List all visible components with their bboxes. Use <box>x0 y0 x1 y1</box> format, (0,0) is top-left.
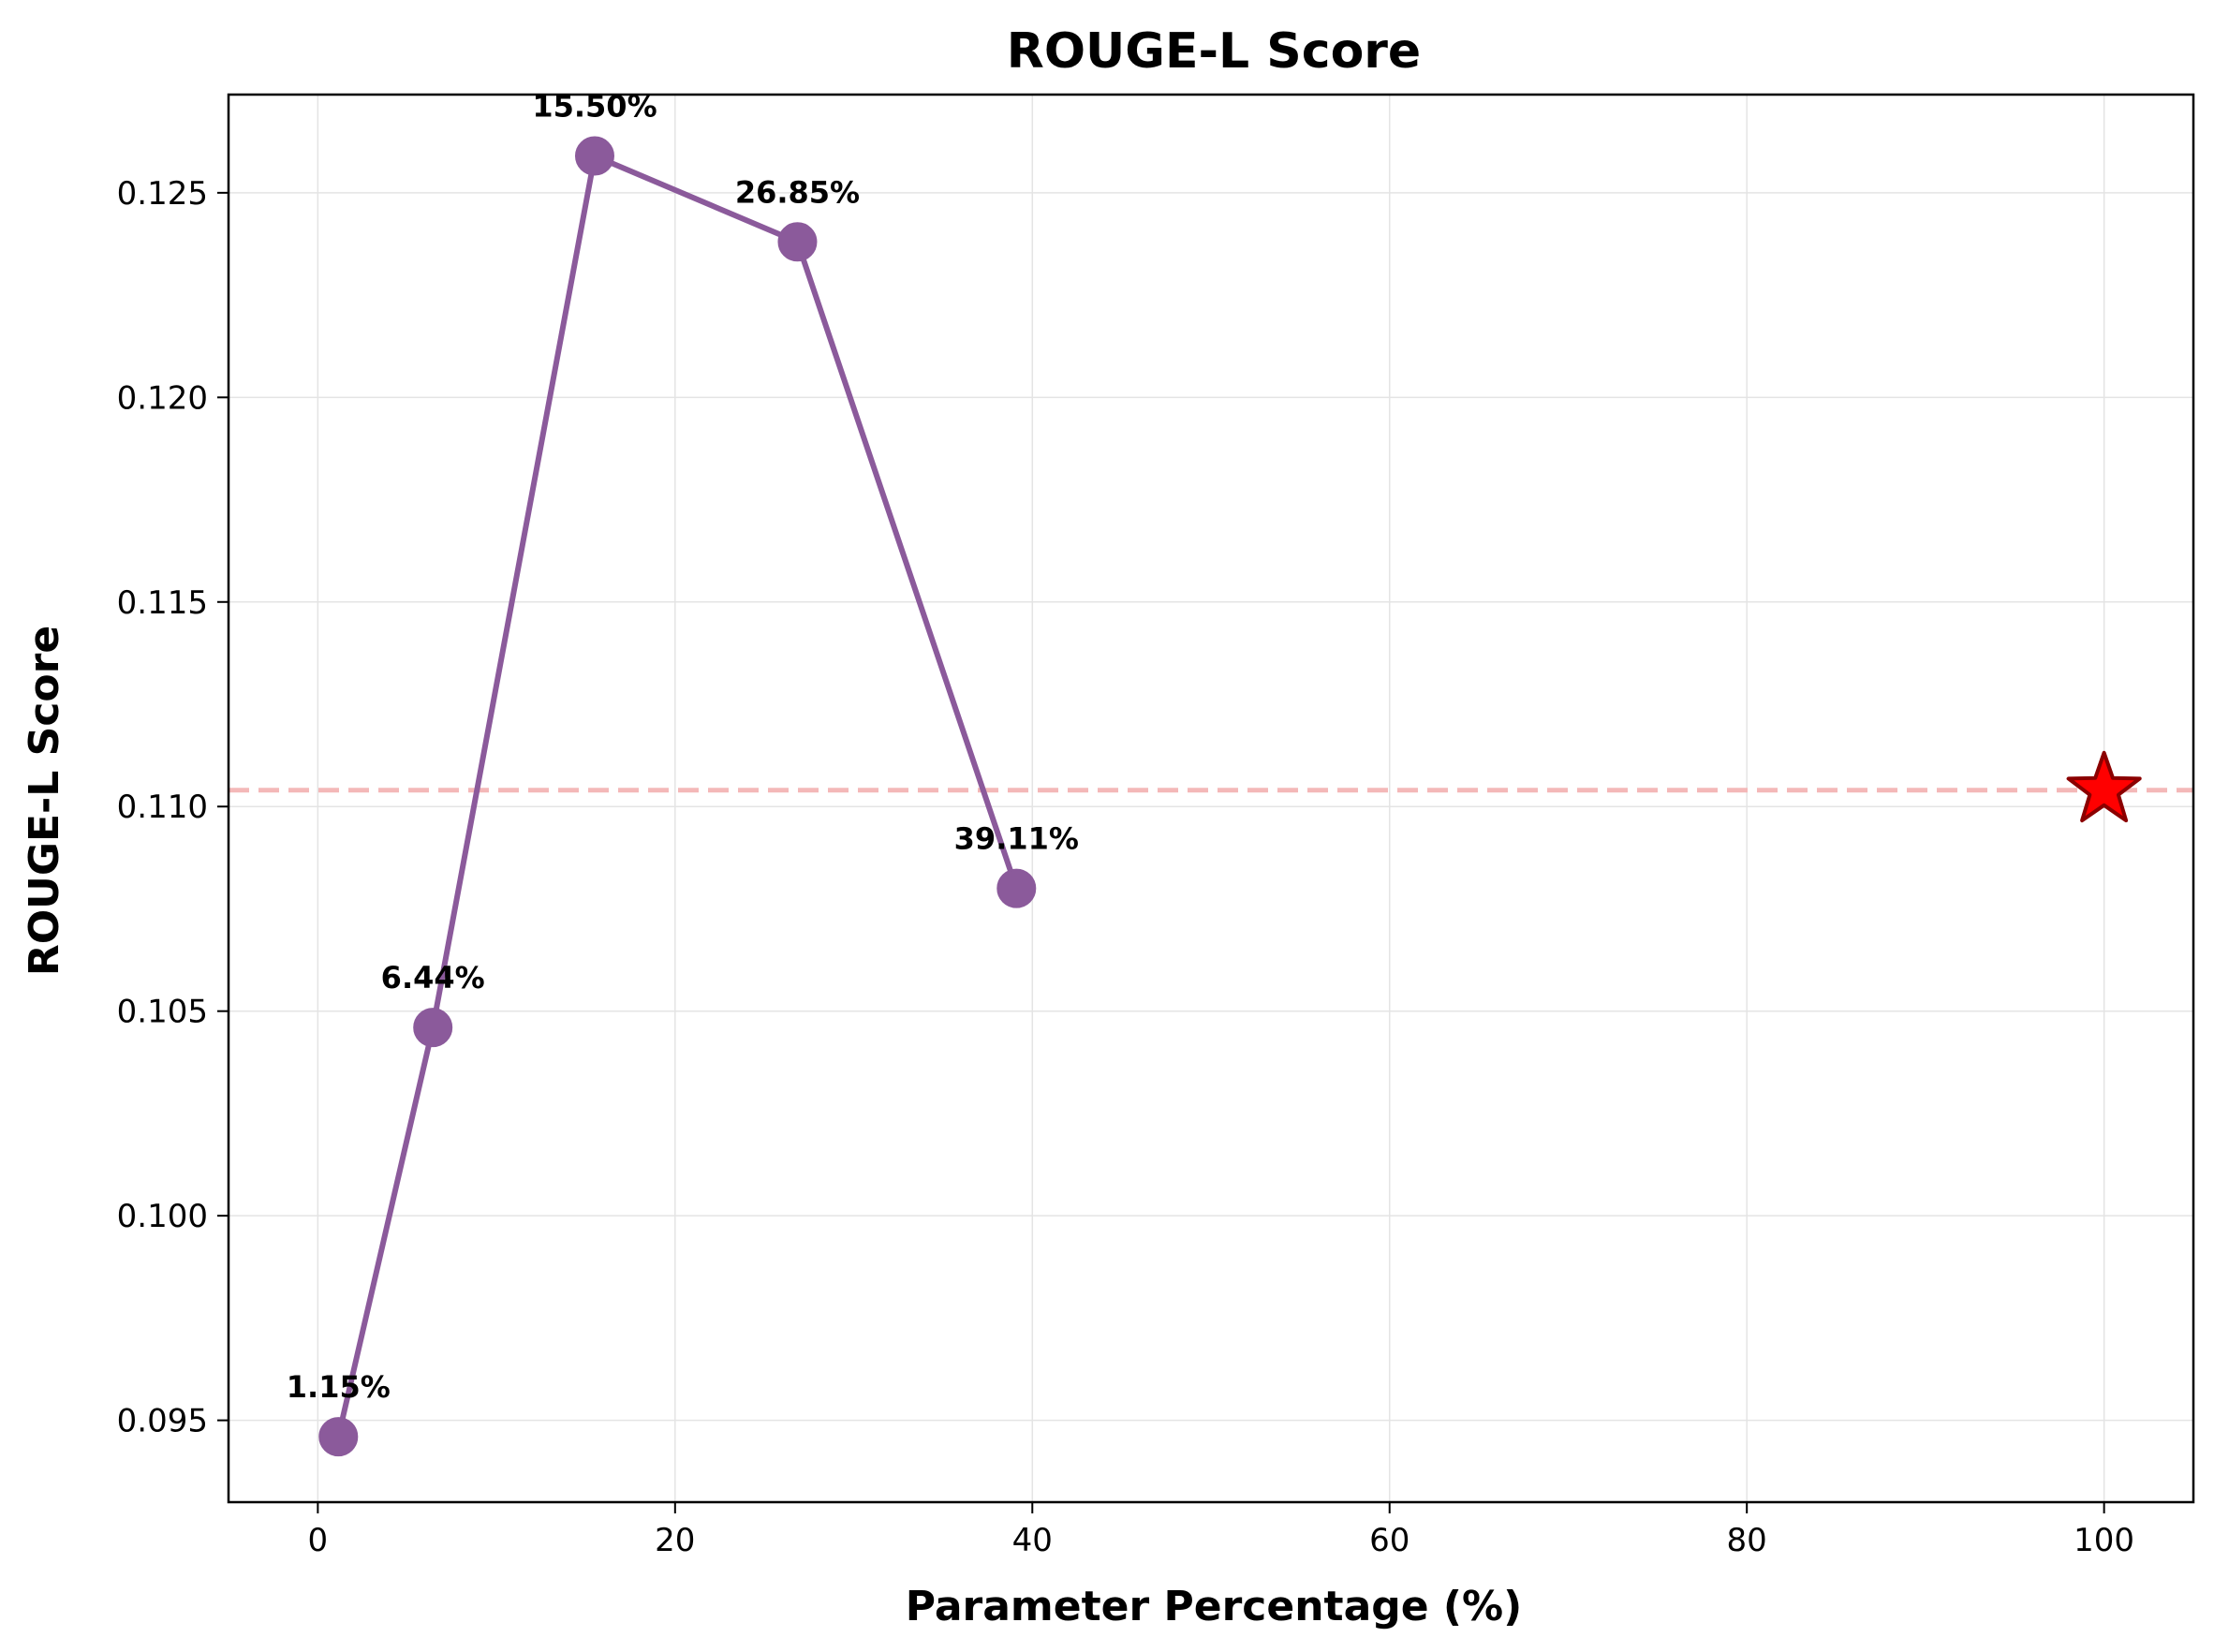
data-label: 1.15% <box>287 1369 391 1405</box>
x-axis-label: Parameter Percentage (%) <box>906 1583 1522 1630</box>
x-tick-label: 60 <box>1369 1522 1410 1559</box>
x-tick-label: 80 <box>1727 1522 1767 1559</box>
chart-title: ROUGE-L Score <box>1007 23 1421 80</box>
x-tick-label: 20 <box>655 1522 695 1559</box>
grid-layer <box>229 95 2193 1502</box>
x-tick-label: 100 <box>2074 1522 2134 1559</box>
y-tick-label: 0.100 <box>117 1198 208 1235</box>
y-tick-label: 0.125 <box>117 175 208 213</box>
y-tick-label: 0.095 <box>117 1403 208 1440</box>
y-tick-label: 0.105 <box>117 994 208 1031</box>
data-point <box>574 136 614 176</box>
data-point <box>413 1008 453 1048</box>
x-tick-label: 40 <box>1012 1522 1053 1559</box>
y-tick-label: 0.120 <box>117 379 208 417</box>
data-label: 26.85% <box>735 174 860 210</box>
y-axis-label: ROUGE-L Score <box>21 626 68 976</box>
data-label: 39.11% <box>954 821 1079 857</box>
data-label: 6.44% <box>381 960 485 996</box>
x-tick-label: 0 <box>308 1522 329 1559</box>
reference-layer <box>229 750 2193 823</box>
plot-frame <box>227 93 2195 1504</box>
tick-layer: 0 20 40 60 80 100 0.095 0.100 0.105 0.110 0.115 0.1… <box>117 175 2134 1559</box>
reference-star-marker <box>2066 750 2142 823</box>
y-tick-label: 0.110 <box>117 789 208 826</box>
data-point <box>318 1417 359 1457</box>
data-point <box>777 222 818 262</box>
y-tick-label: 0.115 <box>117 584 208 622</box>
data-point <box>996 868 1037 908</box>
series-layer: 1.15%6.44%15.50%26.85%39.11% <box>287 89 1079 1457</box>
